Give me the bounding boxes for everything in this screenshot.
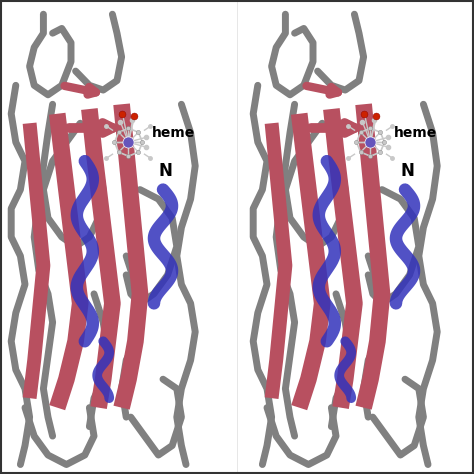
Text: N: N [401, 162, 414, 180]
Text: heme: heme [152, 126, 195, 140]
Text: N: N [158, 162, 172, 180]
Text: heme: heme [393, 126, 437, 140]
